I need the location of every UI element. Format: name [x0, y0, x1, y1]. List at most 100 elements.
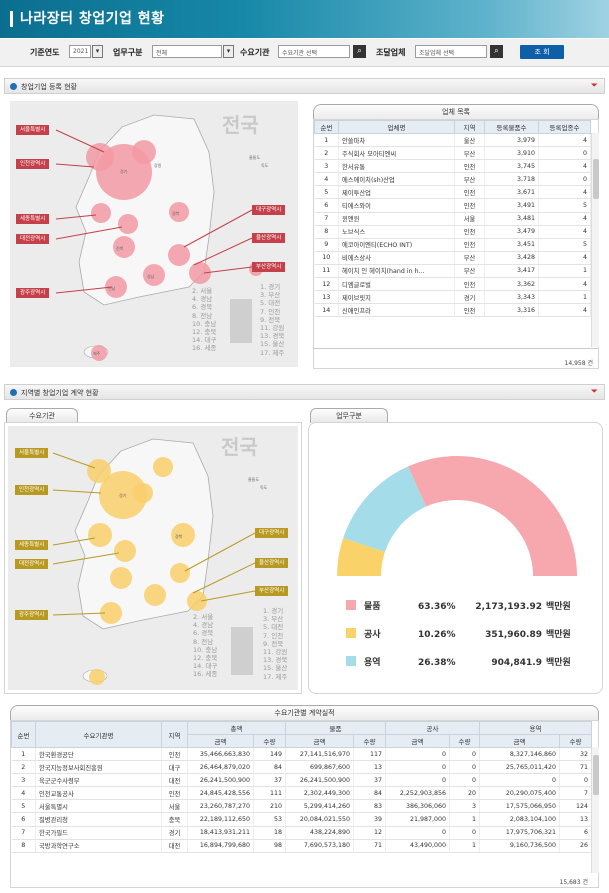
col-header[interactable]: 금액 [285, 734, 354, 748]
table-row[interactable]: 5 제이투산업 인천 3,671 4 [314, 185, 591, 200]
table-row[interactable]: 3 한서유통 인천 3,745 4 [314, 159, 591, 174]
callout-seoul[interactable]: 서울특별시 [16, 125, 50, 135]
company-input[interactable]: 조달업체 선택 [415, 45, 487, 58]
callout-daejeon[interactable]: 대전광역시 [16, 234, 50, 244]
col-header[interactable]: 수량 [449, 734, 480, 748]
col-header[interactable]: 업체명 [338, 120, 455, 134]
table-row[interactable]: 3 육군군수사령부 대전 26,241,500,900 37 26,241,500,900… [11, 773, 592, 788]
region-bubble[interactable] [114, 540, 136, 562]
callout-seoul[interactable]: 서울특별시 [15, 448, 49, 458]
col-header[interactable]: 금액 [479, 734, 560, 748]
table-row[interactable]: 11 헤이치 인 헤이치(hand in h... 부산 3,417 1 [314, 264, 591, 279]
table-row[interactable]: 8 노브식스 인천 3,479 4 [314, 225, 591, 239]
region-bubble[interactable] [91, 345, 107, 361]
table-row[interactable]: 5 서울특별시 서울 23,260,787,270 210 5,299,414,260 83… [11, 799, 592, 814]
region-bubble[interactable] [171, 523, 195, 547]
callout-daejeon[interactable]: 대전광역시 [15, 559, 49, 569]
table-row[interactable]: 7 한국가필드 경기 18,413,931,211 18 438,224,890 12 0 0 1… [11, 826, 592, 840]
filter-reset-icon[interactable]: ⏷ [590, 387, 598, 397]
region-bubble[interactable] [153, 457, 173, 477]
chevron-down-icon[interactable]: ▾ [92, 45, 103, 58]
region-bubble[interactable] [143, 264, 165, 286]
chevron-down-icon[interactable]: ▾ [223, 45, 234, 58]
legend-item[interactable]: 용역 26.38% 904,841.9 백만원 [346, 655, 571, 668]
region-bubble[interactable] [170, 563, 190, 583]
col-header[interactable]: 순번 [314, 120, 339, 134]
scrollbar[interactable] [591, 133, 599, 347]
doughnut-slice-공사[interactable] [337, 537, 385, 576]
doughnut-slice-물품[interactable] [408, 456, 577, 576]
doughnut-slice-용역[interactable] [343, 466, 427, 552]
legend-item[interactable]: 공사 10.26% 351,960.89 백만원 [346, 627, 571, 640]
table-row[interactable]: 7 윈앤윈 서울 3,481 4 [314, 212, 591, 226]
col-header[interactable]: 등록물품수 [484, 120, 539, 134]
table-row[interactable]: 6 질병관리청 충북 22,189,112,650 53 20,084,021,550 39… [11, 812, 592, 827]
search-icon[interactable]: ⌕ [353, 45, 366, 58]
table-row[interactable]: 2 한국지능정보사회진흥원 대구 26,464,879,020 84 699,867,60… [11, 760, 592, 775]
callout-sejong[interactable]: 세종특별시 [16, 214, 50, 224]
table-row[interactable]: 6 티에스와이 인천 3,491 5 [314, 198, 591, 213]
col-header[interactable]: 금액 [385, 734, 450, 748]
region-bubble[interactable] [110, 567, 132, 589]
table-row[interactable]: 4 인천교통공사 인천 24,845,428,556 111 2,302,449,300 8… [11, 786, 592, 801]
table-cell: 인천 [454, 185, 485, 200]
region-bubble[interactable] [118, 214, 138, 234]
region-bubble[interactable] [113, 236, 135, 258]
col-header[interactable]: 수량 [353, 734, 386, 748]
region-bubble[interactable] [133, 483, 153, 503]
region-bubble[interactable] [87, 459, 111, 483]
callout-ulsan[interactable]: 울산광역시 [252, 233, 286, 243]
region-bubble[interactable] [91, 203, 111, 223]
table-row[interactable]: 1 한국환경공단 인천 35,466,663,830 149 27,141,516,970… [11, 747, 592, 762]
filter-reset-icon[interactable]: ⏷ [590, 81, 598, 91]
callout-gwangju[interactable]: 광주광역시 [16, 288, 50, 298]
callout-gwangju[interactable]: 광주광역시 [15, 610, 49, 620]
col-header[interactable]: 수량 [253, 734, 286, 748]
region-bubble[interactable] [88, 523, 112, 547]
table-row[interactable]: 14 신애인프라 인천 3,316 4 [314, 303, 591, 318]
region-bubble[interactable] [168, 244, 190, 266]
type-select[interactable]: 전체 [152, 45, 222, 58]
region-bubble[interactable] [187, 591, 207, 611]
table-row[interactable]: 2 주식회사 모아티엔씨 부산 3,910 0 [314, 146, 591, 161]
table-row[interactable]: 1 안쏠마차 울산 3,979 4 [314, 133, 591, 148]
region-bubble[interactable] [100, 602, 122, 624]
table-row[interactable]: 9 에코아이엔티(ECHO INT) 인천 3,451 5 [314, 238, 591, 252]
col-header[interactable]: 금액 [187, 734, 254, 748]
callout-daegu[interactable]: 대구광역시 [252, 205, 286, 215]
callout-daegu[interactable]: 대구광역시 [255, 528, 289, 538]
search-button[interactable]: 조 회 [520, 45, 564, 59]
col-header[interactable]: 지역 [454, 120, 485, 134]
col-header[interactable]: 수량 [559, 734, 592, 748]
region-bubble[interactable] [99, 471, 147, 519]
legend-item[interactable]: 물품 63.36% 2,173,193.92 백만원 [346, 599, 571, 612]
callout-incheon[interactable]: 인천광역시 [15, 485, 49, 495]
table-row[interactable]: 12 디엠글로벌 인천 3,362 4 [314, 277, 591, 292]
region-bubble[interactable] [144, 584, 166, 606]
agency-input[interactable]: 수요기관 선택 [278, 45, 350, 58]
region-bubble[interactable] [86, 143, 114, 171]
tab-business[interactable]: 업무구분 [310, 408, 388, 423]
region-bubble[interactable] [189, 262, 211, 284]
callout-sejong[interactable]: 세종특별시 [15, 540, 49, 550]
callout-busan[interactable]: 부산광역시 [255, 586, 289, 596]
col-header[interactable]: 등록업종수 [538, 120, 591, 134]
table-row[interactable]: 13 제이브릿지 경기 3,343 1 [314, 290, 591, 305]
search-icon[interactable]: ⌕ [490, 45, 503, 58]
col-header[interactable]: 지역 [161, 721, 188, 748]
region-bubble[interactable] [169, 202, 189, 222]
region-bubble[interactable] [105, 276, 127, 298]
table-row[interactable]: 10 비에스상사 부산 3,428 4 [314, 251, 591, 265]
table-row[interactable]: 8 국방과학연구소 대전 16,894,799,680 98 7,690,573,180 7… [11, 839, 592, 853]
col-header[interactable]: 순번 [11, 721, 36, 748]
region-bubble[interactable] [89, 669, 105, 685]
table-row[interactable]: 4 에스에이치(sh)산업 부산 3,718 0 [314, 172, 591, 187]
tab-agency[interactable]: 수요기관 [6, 408, 78, 423]
scrollbar[interactable] [591, 747, 599, 873]
year-select[interactable]: 2021 [69, 45, 91, 58]
callout-busan[interactable]: 부산광역시 [252, 262, 286, 272]
callout-ulsan[interactable]: 울산광역시 [255, 558, 289, 568]
callout-incheon[interactable]: 인천광역시 [16, 159, 50, 169]
region-bubble[interactable] [132, 140, 156, 164]
col-header[interactable]: 수요기관명 [35, 721, 162, 748]
